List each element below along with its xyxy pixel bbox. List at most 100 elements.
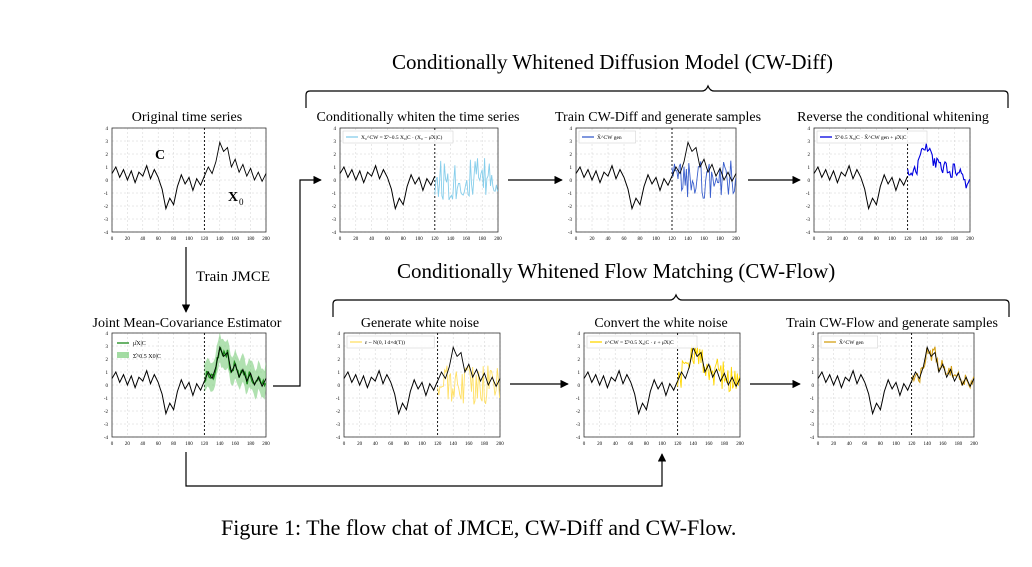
y-tick-label: -2 [568,205,573,210]
x-tick-label: 120 [201,442,209,447]
x-tick-label: 120 [431,237,439,242]
y-tick-label: -2 [806,205,811,210]
y-tick-label: -4 [576,436,581,441]
plot-jmce: 0 20 40 60 80 100 120 140 160 180 200 4 3 2 1 0 -1 -2 -3 -4… [104,332,270,447]
x-tick-label: 0 [339,237,342,242]
label-x0: X [228,190,238,205]
x-tick-label: 0 [111,442,114,447]
y-tick-label: -3 [810,423,815,428]
x-tick-label: 100 [892,442,900,447]
y-tick-label: -3 [332,218,337,223]
x-tick-label: 200 [494,237,502,242]
x-tick-label: 200 [736,442,744,447]
x-tick-label: 80 [171,237,177,242]
future-truth-line [203,140,267,183]
y-tick-label: 4 [578,332,581,337]
y-tick-label: -4 [568,231,573,236]
y-tick-label: 1 [578,371,581,376]
y-tick-label: -3 [568,218,573,223]
y-tick-label: -2 [104,205,109,210]
y-tick-label: 2 [570,153,573,158]
x-tick-label: 60 [156,237,162,242]
x-tick-label: 0 [111,237,114,242]
panel-title-flow2: Convert the white noise [594,316,728,331]
x-tick-label: 20 [357,442,363,447]
flow3-legend: X̂^CW gen [820,335,878,349]
cw-diff-brace [305,84,1009,108]
y-tick-label: -2 [810,410,815,415]
y-tick-label: -1 [332,192,337,197]
x-tick-label: 20 [831,442,837,447]
x-tick-label: 140 [447,237,455,242]
diff-generated-series [671,160,737,199]
x-tick-label: 160 [231,237,239,242]
x-tick-label: 0 [343,442,346,447]
x-tick-label: 20 [125,237,131,242]
y-tick-label: -1 [806,192,811,197]
legend-mean: μ̂X|C [133,341,146,347]
x-tick-label: 200 [966,237,974,242]
x-tick-label: 100 [418,442,426,447]
y-tick-label: 4 [812,332,815,337]
x-tick-label: 60 [628,442,634,447]
y-tick-label: -1 [336,397,341,402]
panel-title-diff2: Train CW-Diff and generate samples [554,110,762,125]
x-tick-label: 20 [125,442,131,447]
cw-flow-section-title: Conditionally Whitened Flow Matching (CW… [397,259,836,283]
x-tick-label: 100 [888,237,896,242]
x-tick-label: 60 [385,237,391,242]
x-tick-label: 60 [858,237,864,242]
x-tick-label: 100 [415,237,423,242]
x-tick-label: 40 [369,237,375,242]
y-tick-label: -2 [336,410,341,415]
legend-cov: Σ̂^0.5 X0|C [133,354,161,360]
jmce-legend: μ̂X|C Σ̂^0.5 X0|C [117,341,161,360]
x-tick-label: 140 [923,442,931,447]
x-tick-label: 80 [171,442,177,447]
x-tick-label: 0 [575,237,578,242]
arrow-jmce-to-convert [185,452,667,487]
x-tick-label: 0 [583,442,586,447]
plot-original: 0 20 40 60 80 100 120 140 160 180 200 4 3 2 1 0 -1 -2 -3 -4… [104,127,270,242]
diff3-legend-text: Σ̂^0.5 X₀|C · X̂^CW gen + μ̂X|C [835,134,907,141]
x-tick-label: 180 [721,442,729,447]
x-tick-label: 100 [185,237,193,242]
plot-flow1: 0 20 40 60 80 100 120 140 160 180 200 4 3 2 1 0 -1 -2 -3 -4… [336,332,504,447]
y-tick-label: 4 [570,127,573,132]
panel-title-jmce: Joint Mean-Covariance Estimator [92,316,282,331]
history-line [813,164,909,211]
x-tick-label: 120 [674,442,682,447]
y-tick-label: -4 [104,436,109,441]
x-tick-label: 60 [622,237,628,242]
x-tick-label: 40 [606,237,612,242]
y-tick-label: 1 [338,371,341,376]
y-tick-label: -2 [104,410,109,415]
white-noise-series [437,365,501,405]
y-tick-label: 3 [106,140,109,145]
panel-title-flow3: Train CW-Flow and generate samples [786,316,998,331]
y-tick-label: -4 [104,231,109,236]
converted-noise-series [677,344,741,393]
label-c: C [155,148,165,163]
y-tick-label: 0 [808,179,811,184]
diff1-legend: X₀^CW = Σ̂^-0.5 X₀|C · (X₀ − μ̂X|C) [342,130,454,144]
y-tick-label: 2 [106,153,109,158]
x-tick-label: 120 [434,442,442,447]
y-tick-label: -3 [806,218,811,223]
y-tick-label: 4 [808,127,811,132]
x-tick-label: 20 [590,237,596,242]
panel-title-flow1: Generate white noise [360,316,480,331]
flow2-legend-text: ε^CW = Σ̂^0.5 X₀|C · ε + μ̂X|C [605,340,674,346]
x-tick-label: 80 [638,237,644,242]
cw-diff-section-title: Conditionally Whitened Diffusion Model (… [392,50,833,74]
y-tick-label: 0 [334,179,337,184]
x-tick-label: 20 [597,442,603,447]
history-line [583,369,679,416]
x-tick-label: 160 [935,237,943,242]
y-tick-label: 2 [808,153,811,158]
y-tick-label: 2 [338,358,341,363]
x-tick-label: 140 [216,237,224,242]
y-tick-label: 3 [106,345,109,350]
x-tick-label: 20 [353,237,359,242]
